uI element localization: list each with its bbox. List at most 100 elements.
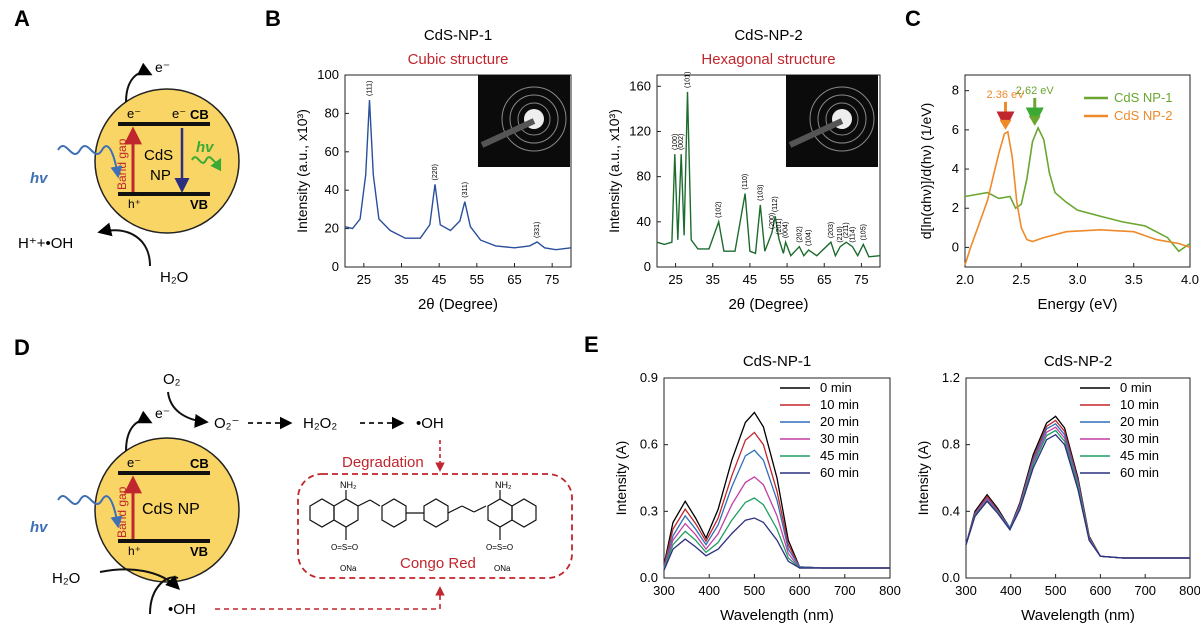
- legend-label: 45 min: [820, 448, 859, 463]
- x-tick-label: 400: [1000, 583, 1022, 598]
- oh-bottom-attack-arrow: [215, 586, 445, 610]
- peak-arrowhead: [1028, 115, 1041, 126]
- x-tick-label: 2.0: [956, 272, 974, 287]
- ona-left: ONa: [340, 564, 357, 573]
- peak-arrowhead: [999, 119, 1012, 130]
- x-tick-label: 300: [653, 583, 675, 598]
- y-tick-label: 0: [952, 239, 959, 254]
- peak-annotation: 2.36 eV: [987, 89, 1026, 101]
- electron-out-label: e⁻: [155, 59, 170, 75]
- y-tick-label: 40: [325, 182, 339, 197]
- congo-red-box: [297, 473, 573, 579]
- incident-light-wave: [57, 145, 123, 179]
- x-tick-label: 65: [507, 272, 521, 287]
- y-tick-label: 0: [644, 259, 651, 274]
- chart-title: CdS-NP-2: [1044, 353, 1112, 370]
- y-tick-label: 4: [952, 161, 959, 176]
- x-tick-label: 35: [394, 272, 408, 287]
- saed-inset: [478, 75, 570, 167]
- plot-frame: [663, 377, 891, 579]
- peak-label: (203): [828, 222, 835, 238]
- x-tick-label: 300: [955, 583, 977, 598]
- y-tick-label: 0.6: [640, 437, 658, 452]
- particle-label-1: CdS: [144, 147, 173, 164]
- water-label-d: H₂O: [52, 570, 80, 587]
- peak-label: (202): [796, 226, 803, 242]
- saed-ring: [809, 86, 875, 152]
- hv-in-label-d: hv: [30, 519, 49, 536]
- band-gap-label-d: Band gap: [115, 486, 129, 538]
- peak-label: (114): [849, 227, 856, 243]
- saed-ring: [509, 94, 559, 144]
- o2-reduction-arrow: [167, 391, 209, 428]
- peak-label: (200): [769, 213, 776, 229]
- peak-label: (311): [462, 182, 469, 198]
- y-axis-label: d[ln(αhν)]/d(hν) (1/eV): [918, 103, 934, 239]
- x-tick-label: 25: [357, 272, 371, 287]
- product-label: H⁺+•OH: [18, 235, 73, 252]
- legend-label: 60 min: [1120, 465, 1159, 480]
- vb-hole-d: h⁺: [128, 544, 141, 558]
- x-tick-label: 45: [432, 272, 446, 287]
- y-tick-label: 0: [332, 259, 339, 274]
- superoxide-label: O₂⁻: [214, 415, 239, 432]
- y-tick-label: 1.2: [942, 370, 960, 385]
- y-tick-label: 0.3: [640, 503, 658, 518]
- water-label: H₂O: [160, 269, 188, 286]
- x-tick-label: 55: [780, 272, 794, 287]
- peak-label: (100): [672, 134, 679, 150]
- x-tick-label: 3.0: [1068, 272, 1086, 287]
- legend-label: 0 min: [820, 380, 852, 395]
- y-tick-label: 160: [629, 78, 651, 93]
- y-tick-label: 100: [317, 67, 339, 82]
- y-tick-label: 0.8: [942, 437, 960, 452]
- water-oxidation-arrow: [97, 222, 151, 267]
- plot-frame: [656, 74, 881, 268]
- plot-frame: [344, 74, 572, 268]
- legend-label: 60 min: [820, 465, 859, 480]
- peak-label: (211): [843, 222, 850, 238]
- saed-inset: [786, 75, 878, 167]
- x-tick-label: 3.5: [1125, 272, 1143, 287]
- nh2-right: NH₂: [495, 480, 512, 490]
- x-axis-label: 2θ (Degree): [418, 296, 498, 313]
- x-axis-label: 2θ (Degree): [728, 296, 808, 313]
- y-tick-label: 0.4: [942, 503, 960, 518]
- cb-label-d: CB: [190, 456, 209, 471]
- chart-title: CdS-NP-2: [734, 27, 802, 44]
- peak-label: (004): [783, 222, 790, 238]
- y-tick-label: 80: [637, 169, 651, 184]
- y-tick-label: 20: [325, 221, 339, 236]
- y-tick-label: 0.0: [640, 570, 658, 585]
- y-tick-label: 60: [325, 144, 339, 159]
- peak-label: (111): [366, 81, 373, 96]
- saed-beam-stop: [480, 118, 536, 148]
- x-tick-label: 45: [743, 272, 757, 287]
- panel-letter-e: E: [584, 332, 599, 357]
- x-tick-label: 600: [1090, 583, 1112, 598]
- peak-label: (201): [776, 218, 783, 234]
- series-line: [964, 130, 1191, 266]
- sulfonate-left: O=S=O: [331, 543, 358, 552]
- h2o2-label: H₂O₂: [303, 415, 337, 432]
- water-oxidation-arrow-d: [99, 568, 180, 590]
- ona-right: ONa: [494, 564, 511, 573]
- saed-ring: [817, 94, 867, 144]
- incident-light-wave-d: [57, 495, 123, 529]
- legend-label: 45 min: [1120, 448, 1159, 463]
- legend-label: 0 min: [1120, 380, 1152, 395]
- oh-top-label: •OH: [416, 415, 444, 432]
- x-tick-label: 700: [1134, 583, 1156, 598]
- x-axis-label: Wavelength (nm): [720, 607, 834, 624]
- peak-label: (102): [716, 201, 723, 217]
- x-tick-label: 500: [1045, 583, 1067, 598]
- plot-frame: [965, 377, 1191, 579]
- peak-label: (103): [757, 185, 764, 201]
- chart-b2: CdS-NP-2 Hexagonal structure 25 35 45 55 65 75 0…: [606, 27, 881, 313]
- peak-label: (101): [684, 72, 691, 88]
- sulfonate-right: O=S=O: [486, 543, 513, 552]
- legend-label: 10 min: [820, 397, 859, 412]
- x-tick-label: 800: [1179, 583, 1200, 598]
- saed-beam-stop: [788, 118, 844, 148]
- y-tick-label: 80: [325, 105, 339, 120]
